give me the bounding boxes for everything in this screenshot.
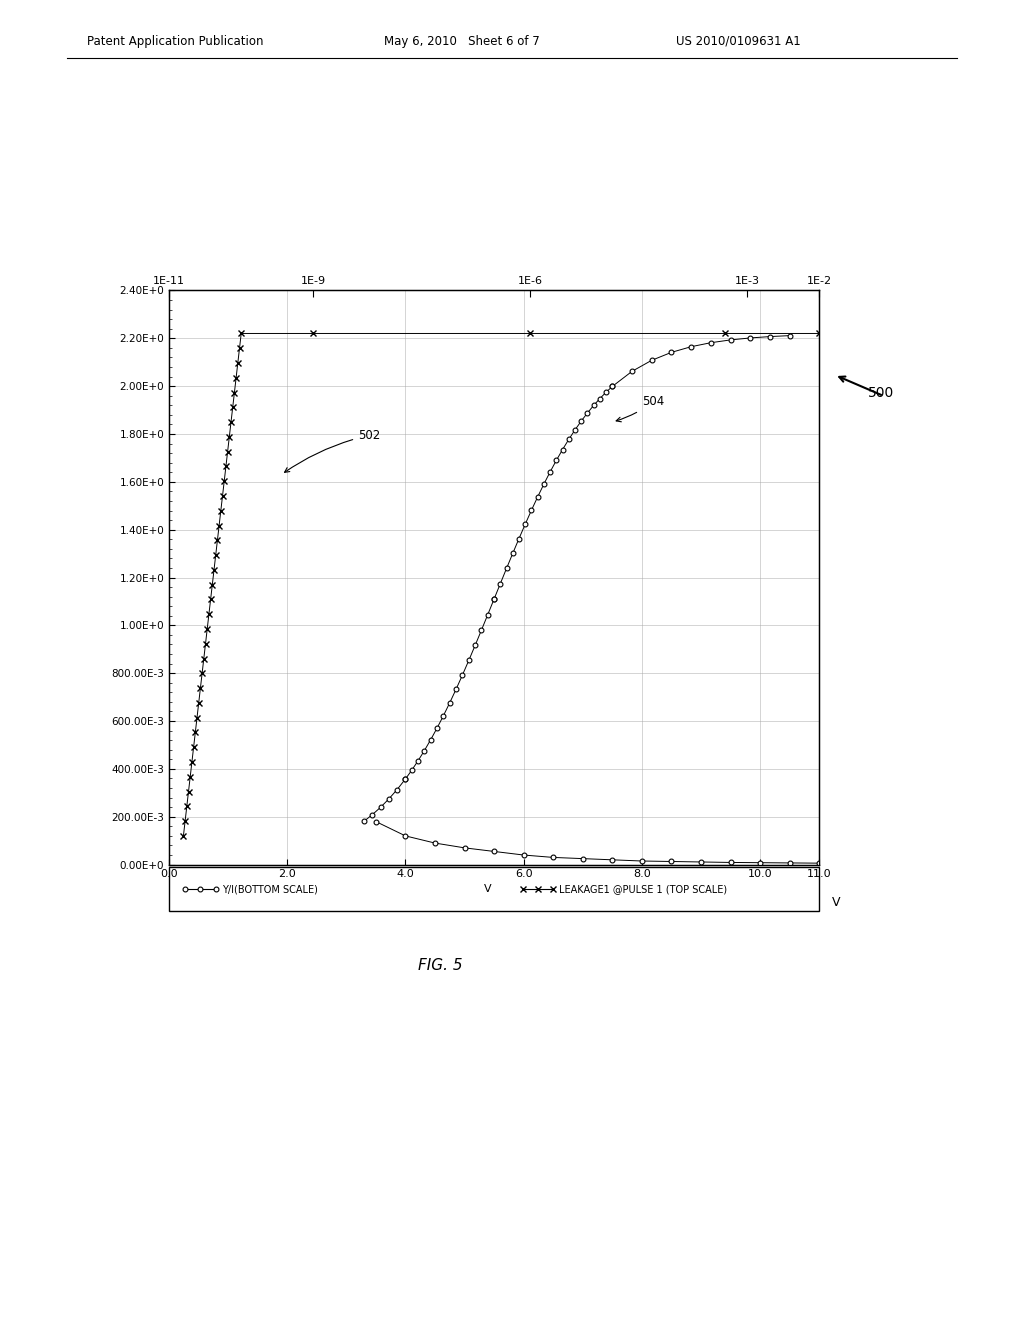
Text: LEAKAGE1 @PULSE 1 (TOP SCALE): LEAKAGE1 @PULSE 1 (TOP SCALE)	[559, 884, 727, 894]
Text: 500: 500	[868, 385, 895, 400]
Text: V: V	[833, 896, 841, 909]
Text: Y/I(BOTTOM SCALE): Y/I(BOTTOM SCALE)	[222, 884, 318, 894]
Text: 502: 502	[285, 429, 380, 473]
Text: V: V	[483, 884, 492, 894]
Text: Patent Application Publication: Patent Application Publication	[87, 34, 263, 48]
Text: FIG. 5: FIG. 5	[418, 958, 463, 973]
Text: May 6, 2010   Sheet 6 of 7: May 6, 2010 Sheet 6 of 7	[384, 34, 540, 48]
Text: US 2010/0109631 A1: US 2010/0109631 A1	[676, 34, 801, 48]
Text: 504: 504	[616, 395, 665, 422]
